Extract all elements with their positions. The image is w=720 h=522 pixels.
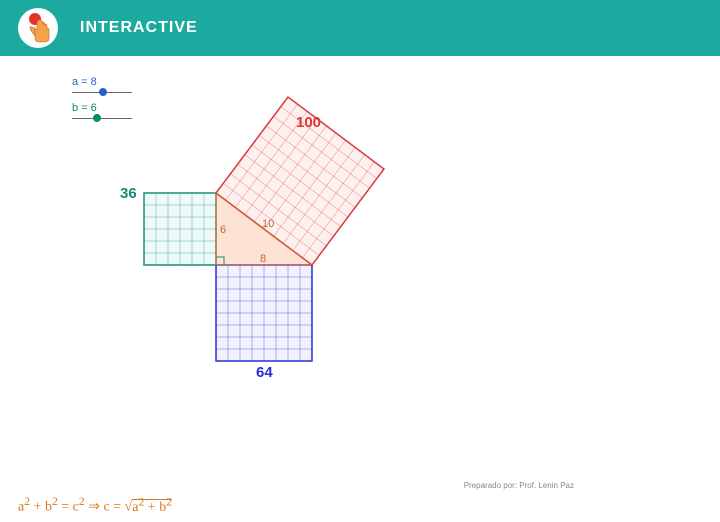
svg-text:8: 8 <box>260 253 266 265</box>
header-title: INTERACTIVE <box>80 19 198 37</box>
credit-text: Preparado por: Prof. Lenin Paz <box>464 481 574 490</box>
svg-text:100: 100 <box>296 114 321 131</box>
header-bar: INTERACTIVE <box>0 0 720 56</box>
svg-text:10: 10 <box>262 218 274 230</box>
svg-text:64: 64 <box>256 364 273 381</box>
interactive-icon <box>18 8 58 48</box>
svg-text:6: 6 <box>220 224 226 236</box>
svg-text:36: 36 <box>120 185 137 202</box>
pythagoras-diagram: 64 36 100 8 6 10 <box>16 70 704 470</box>
diagram-canvas: a = 8 b = 6 64361008610 Preparado por: P… <box>16 70 704 500</box>
formula: a2 + b2 = c2 ⇒ c = √a2 + b2 <box>18 495 172 516</box>
